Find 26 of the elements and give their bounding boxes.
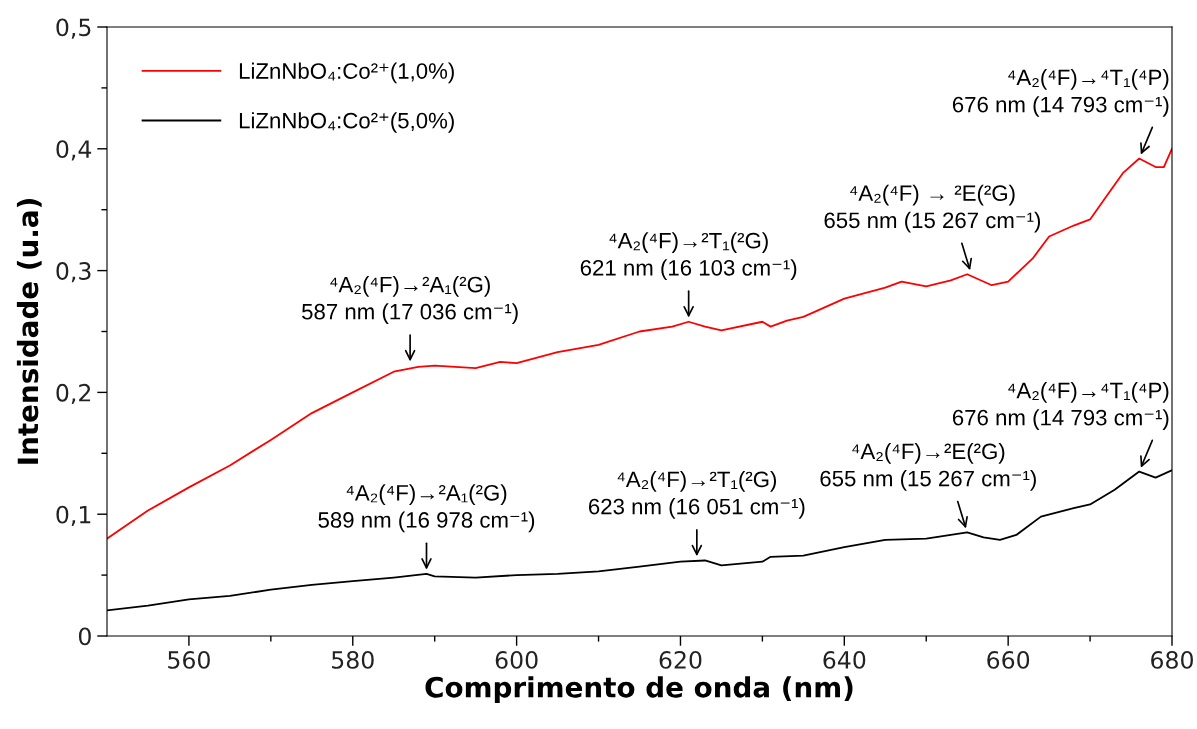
line-series	[107, 147, 1172, 540]
y-tick-label: 0,4	[56, 140, 92, 161]
annotation: ⁴A₂(⁴F)→²E(²G) 655 nm (15 267 cm⁻¹)	[820, 442, 1036, 491]
x-tick-label: 620	[659, 651, 702, 669]
y-axis-title: Intensidade (u.a)	[16, 199, 42, 464]
x-tick-label: 580	[332, 651, 374, 669]
y-tick-label: 0,5	[56, 18, 91, 39]
annotation: ⁴A₂(⁴F)→²T₁(²G) 623 nm (16 051 cm⁻¹)	[588, 470, 805, 519]
x-tick-label: 560	[168, 651, 210, 669]
x-tick-label: 600	[495, 651, 538, 669]
x-tick-label: 660	[987, 651, 1030, 669]
y-tick-label: 0,3	[56, 262, 91, 283]
annotation: ⁴A₂(⁴F)→²T₁(²G) 621 nm (16 103 cm⁻¹)	[580, 232, 797, 281]
x-axis-title: Comprimento de onda (nm)	[425, 676, 853, 704]
legend-label: LiZnNbO₄:Co²⁺(5,0%)	[239, 112, 454, 133]
annotation: ⁴A₂(⁴F)→²A₁(²G) 589 nm (16 978 cm⁻¹)	[318, 484, 535, 533]
y-tick-label: 0,2	[56, 383, 91, 405]
annotation: ⁴A₂(⁴F)→⁴T₁(⁴P) 676 nm (14 793 cm⁻¹)	[952, 69, 1169, 117]
y-tick-label: 0,1	[56, 505, 91, 526]
y-tick-label: 0	[78, 627, 91, 646]
annotation: ⁴A₂(⁴F)→⁴T₁(⁴P) 676 nm (14 793 cm⁻¹)	[952, 382, 1169, 430]
legend-label: LiZnNbO₄:Co²⁺(1,0%)	[239, 62, 454, 84]
x-tick-label: 680	[1151, 651, 1193, 669]
annotation: ⁴A₂(⁴F)→²A₁(²G) 587 nm (17 036 cm⁻¹)	[302, 276, 518, 324]
x-tick-label: 640	[823, 651, 866, 669]
annotation: ⁴A₂(⁴F) → ²E(²G) 655 nm (15 267 cm⁻¹)	[824, 184, 1041, 233]
